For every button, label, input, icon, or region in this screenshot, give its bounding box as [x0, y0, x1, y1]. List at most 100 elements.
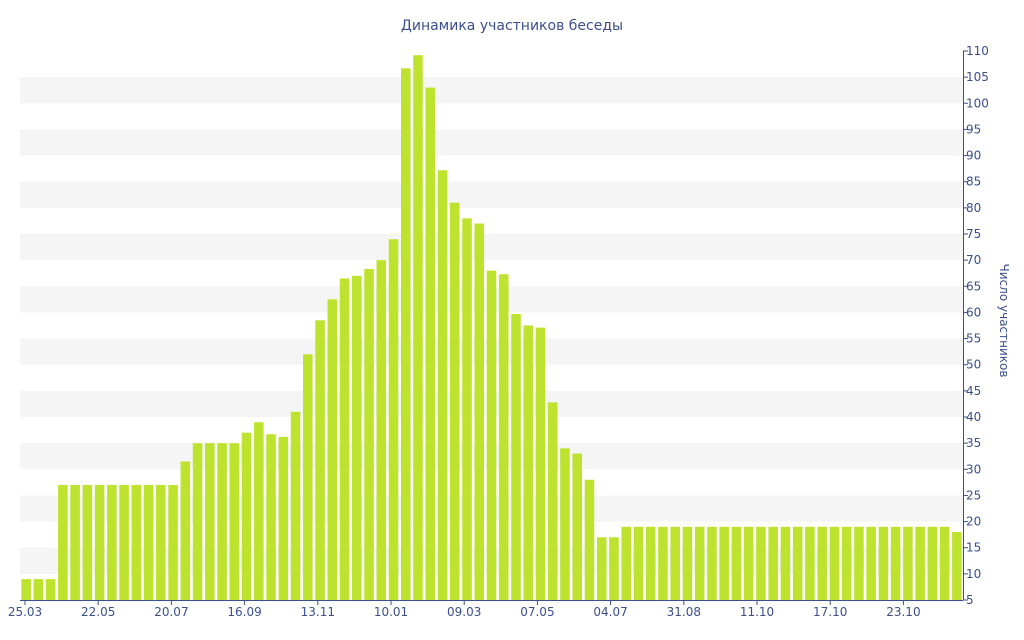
y-tick-label: 55	[966, 332, 981, 346]
bar	[229, 443, 240, 600]
bar	[511, 314, 521, 600]
x-tick-label: 23.10	[886, 605, 920, 619]
bar	[609, 537, 619, 600]
y-tick-label: 5	[966, 593, 974, 607]
bar	[425, 87, 436, 601]
grid-band	[20, 181, 963, 208]
bar	[486, 270, 497, 600]
x-tick-label: 25.03	[8, 605, 42, 619]
bar	[388, 239, 399, 601]
bar	[180, 461, 191, 600]
bar	[437, 170, 448, 600]
bar	[364, 269, 374, 600]
bar	[303, 354, 313, 600]
bar	[903, 526, 913, 600]
bar	[633, 526, 644, 600]
bar	[890, 526, 901, 600]
x-tick-label: 31.08	[667, 605, 701, 619]
bar	[119, 484, 129, 600]
bar	[743, 526, 754, 600]
bar	[376, 260, 387, 600]
bar	[596, 537, 607, 600]
x-tick-label: 10.01	[374, 605, 408, 619]
bar	[756, 526, 766, 600]
bar	[854, 526, 864, 600]
bar	[131, 484, 142, 600]
bar	[352, 275, 362, 600]
bar	[719, 526, 729, 600]
bar	[560, 448, 570, 600]
bar-series	[21, 55, 962, 601]
y-tick-label: 90	[966, 149, 981, 163]
grid-band	[20, 77, 963, 104]
bar	[621, 526, 631, 600]
bar	[939, 526, 950, 600]
y-tick-label: 75	[966, 227, 981, 241]
grid-band	[20, 129, 963, 156]
y-tick-label: 105	[966, 70, 989, 84]
bar	[266, 434, 276, 600]
bar	[547, 402, 558, 600]
bar	[254, 422, 264, 600]
bar	[462, 218, 472, 600]
bar	[841, 526, 852, 600]
bar	[866, 526, 876, 600]
y-tick-label: 15	[966, 541, 981, 555]
bar	[217, 443, 227, 600]
bar	[952, 532, 962, 600]
bar	[82, 484, 93, 600]
chart-title: Динамика участников беседы	[401, 18, 623, 34]
bar	[792, 526, 803, 600]
bar	[682, 526, 693, 600]
bar	[829, 526, 840, 600]
y-tick-label: 70	[966, 253, 981, 267]
bar	[143, 484, 154, 600]
bar	[658, 526, 668, 600]
bar	[915, 526, 925, 600]
bar	[327, 299, 338, 600]
bar	[670, 526, 680, 600]
bar	[192, 443, 203, 600]
y-tick-label: 110	[966, 44, 989, 58]
bar	[817, 526, 827, 600]
bar	[498, 274, 509, 600]
y-tick-label: 40	[966, 410, 981, 424]
y-tick-label: 35	[966, 436, 981, 450]
bar	[474, 223, 485, 601]
bar	[94, 484, 105, 600]
bar	[584, 479, 595, 600]
x-tick-label: 11.10	[740, 605, 774, 619]
x-tick-label: 22.05	[81, 605, 115, 619]
bar	[805, 526, 815, 600]
y-tick-label: 100	[966, 96, 989, 110]
bar	[205, 443, 215, 600]
y-tick-label: 20	[966, 515, 981, 529]
bar	[878, 526, 889, 600]
y-axis-label: Число участников	[997, 264, 1011, 378]
bar	[572, 453, 582, 600]
bar	[339, 278, 350, 600]
bar	[107, 484, 117, 600]
bar	[694, 526, 705, 600]
bar	[523, 325, 534, 600]
bar	[535, 327, 546, 600]
y-tick-label: 25	[966, 488, 981, 502]
y-tick-label: 65	[966, 279, 981, 293]
bar	[278, 436, 289, 600]
x-axis: 25.03 22.05 20.07 16.09 13.11 10.01 09.03 07.05…	[8, 600, 963, 619]
bar	[168, 484, 178, 600]
y-tick-label: 80	[966, 201, 981, 215]
bar	[768, 526, 778, 600]
bar	[58, 484, 68, 600]
x-tick-label: 07.05	[520, 605, 554, 619]
y-tick-label: 50	[966, 358, 981, 372]
bar	[449, 202, 460, 600]
x-tick-label: 20.07	[154, 605, 188, 619]
bar	[241, 432, 252, 600]
bar	[45, 579, 56, 600]
bar	[413, 55, 423, 601]
bar	[927, 526, 938, 600]
x-tick-label: 13.11	[301, 605, 335, 619]
bar	[156, 484, 166, 600]
